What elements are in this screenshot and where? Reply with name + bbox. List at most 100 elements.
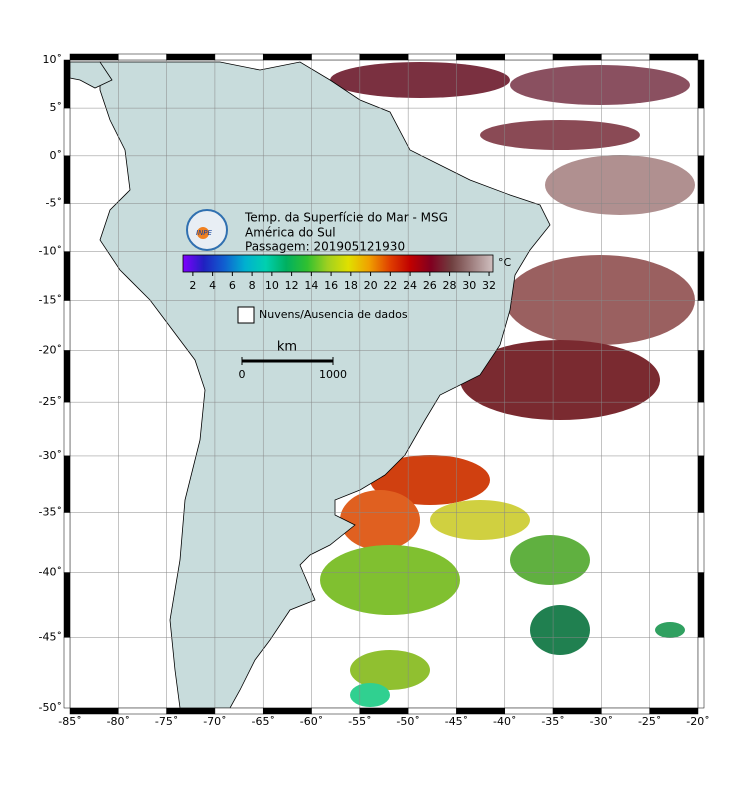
frame-segment [697,512,705,573]
frame-segment [63,203,71,252]
frame-segment [63,512,71,573]
x-tick-label: -55˚ [348,715,371,728]
sst-patch [510,65,690,105]
frame-segment [601,707,650,715]
frame-segment [456,53,506,61]
frame-segment [262,53,312,61]
colorbar-tick-label: 12 [285,279,299,292]
frame-segment [63,572,71,638]
colorbar-tick-label: 26 [423,279,437,292]
frame-segment [601,53,650,61]
frame-segment [69,707,119,715]
scalebar-label: 0 [239,368,246,381]
colorbar-tick-label: 28 [443,279,457,292]
colorbar-bar [182,254,494,273]
x-tick-label: -60˚ [300,715,323,728]
frame-segment [262,707,312,715]
frame-segment [69,53,119,61]
frame-segment [697,203,705,252]
frame-segment [359,707,409,715]
sst-patch [480,120,640,150]
y-tick-label: -20˚ [39,344,62,357]
y-tick-label: -15˚ [39,294,62,307]
colorbar-tick-label: 18 [344,279,358,292]
sst-patch [320,545,460,615]
y-tick-label: 0˚ [50,149,63,162]
frame-segment [311,707,361,715]
y-tick-label: -10˚ [39,245,62,258]
frame-segment [697,637,705,709]
frame-segment [166,707,216,715]
sst-patch [505,255,695,345]
frame-segment [504,707,554,715]
frame-segment [697,572,705,638]
y-tick-label: -45˚ [39,630,62,643]
frame-segment [697,455,705,513]
frame-segment [63,155,71,204]
logo-sun [197,227,209,239]
frame-segment [214,707,264,715]
colorbar-tick-label: 6 [229,279,236,292]
sst-patch [530,605,590,655]
sst-patch [350,650,430,690]
frame-segment [697,300,705,351]
colorbar-tick-label: 4 [209,279,216,292]
frame-segment [63,637,71,709]
scalebar: 0 1000 [239,357,347,381]
frame-segment [63,455,71,513]
frame-segment [697,155,705,204]
y-tick-label: 10˚ [43,53,63,66]
colorbar-tick-label: 14 [304,279,318,292]
frame-segment [359,53,409,61]
y-tick-label: -30˚ [39,449,62,462]
frame-segment [552,53,602,61]
legend-label: Nuvens/Ausencia de dados [259,308,408,321]
legend-swatch [237,306,255,324]
colorbar-tick-label: 32 [482,279,496,292]
frame-segment [311,53,361,61]
y-tick-label: -35˚ [39,505,62,518]
frame-segment [407,53,457,61]
x-tick-label: -45˚ [445,715,468,728]
scalebar-label: 1000 [319,368,347,381]
colorbar: 2 4 6 8 10 12 14 16 18 20 22 24 26 28 30 32 [182,254,496,292]
sst-patch [510,535,590,585]
colorbar-tick-label: 24 [403,279,417,292]
logo-text: INPE [196,229,213,237]
logo: INPE [186,209,228,251]
colorbar-tick-label: 20 [364,279,378,292]
frame-segment [697,401,705,457]
colorbar-unit: °C [498,256,512,269]
x-tick-label: -75˚ [155,715,178,728]
y-tick-label: -5˚ [46,197,62,210]
frame-segment [166,53,216,61]
frame-segment [214,53,264,61]
sst-patch [460,340,660,420]
colorbar-tick-label: 30 [462,279,476,292]
x-tick-label: -30˚ [590,715,613,728]
sst-patch [370,455,490,505]
sst-patch [330,62,510,98]
frame-segment [456,707,506,715]
frame-segment [697,107,705,157]
sst-patches [320,62,695,707]
title-line: América do Sul [245,226,336,240]
x-tick-label: -35˚ [541,715,564,728]
sst-patch [350,683,390,707]
frame-segment [697,350,705,403]
x-tick-label: -25˚ [638,715,661,728]
scalebar-unit: km [277,340,297,355]
x-tick-label: -80˚ [107,715,130,728]
frame-segment [697,251,705,301]
colorbar-tick-label: 10 [265,279,279,292]
x-tick-label: -65˚ [251,715,274,728]
colorbar-tick-label: 8 [249,279,256,292]
y-tick-label: -50˚ [39,701,62,714]
x-tick-label: -40˚ [493,715,516,728]
title-line: Passagem: 201905121930 [245,240,405,254]
sst-patch [430,500,530,540]
frame [63,53,705,715]
y-tick-label: -25˚ [39,395,62,408]
frame-segment [63,401,71,457]
